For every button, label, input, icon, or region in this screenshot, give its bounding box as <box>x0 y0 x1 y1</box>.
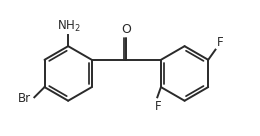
Text: O: O <box>122 23 132 36</box>
Text: Br: Br <box>18 92 31 105</box>
Text: F: F <box>217 36 224 49</box>
Text: NH$_2$: NH$_2$ <box>57 19 81 34</box>
Text: F: F <box>155 100 161 113</box>
